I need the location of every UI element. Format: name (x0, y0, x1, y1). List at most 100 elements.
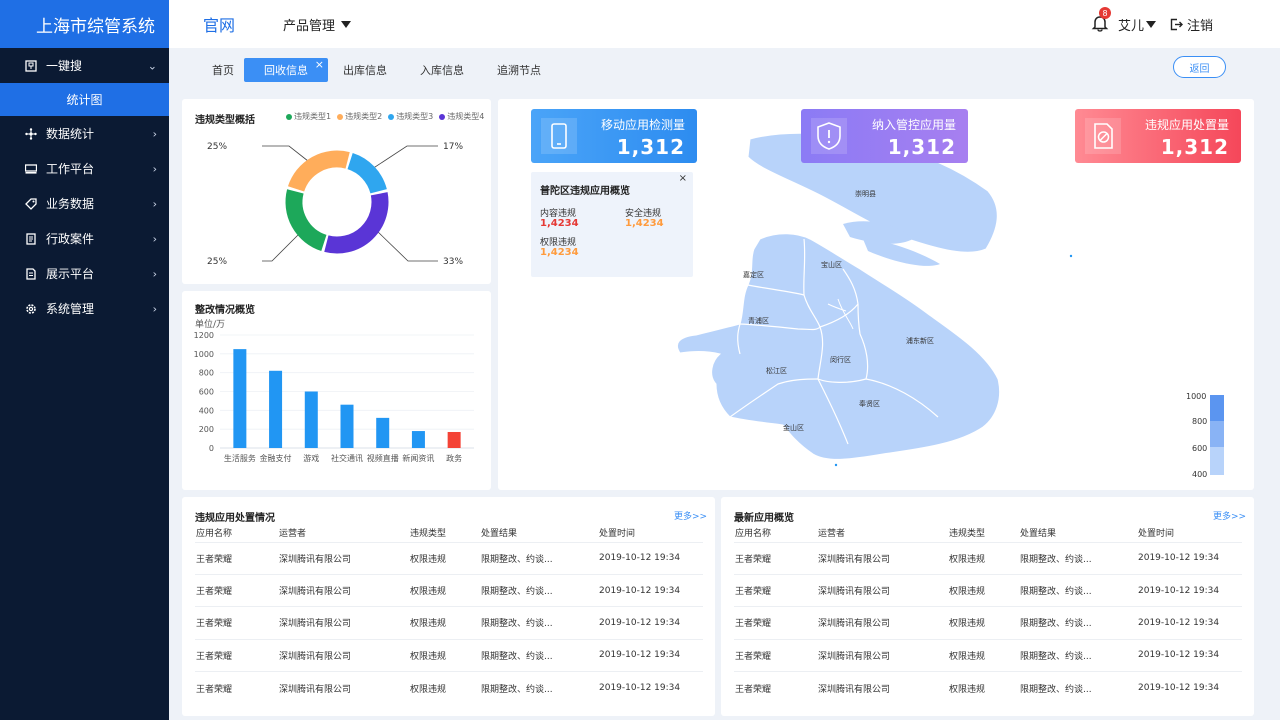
island-hengsha (863, 239, 940, 266)
donut-slice[interactable] (287, 150, 350, 192)
sidebar-item-statistics[interactable]: 数据统计 › (0, 116, 169, 151)
sidebar-item-workspace[interactable]: 工作平台 › (0, 151, 169, 186)
column-header: 运营者 (279, 529, 307, 540)
table-cell: 2019-10-12 19:34 (598, 541, 703, 575)
stat-card-handled[interactable]: 违规应用处置量 1,312 (1075, 109, 1241, 163)
y-tick-label: 0 (209, 444, 214, 453)
table-row[interactable]: 王者荣耀 深圳腾讯有限公司 权限违规 限期整改、约谈... 2019-10-12 19:… (195, 638, 703, 672)
table-row[interactable]: 王者荣耀 深圳腾讯有限公司 权限违规 限期整改、约谈... 2019-10-12 19:… (734, 606, 1242, 640)
tab-recycle-info[interactable]: 回收信息 × (244, 58, 328, 82)
table-row[interactable]: 王者荣耀 深圳腾讯有限公司 权限违规 限期整改、约谈... 2019-10-12 19:… (195, 606, 703, 640)
bar[interactable] (376, 417, 390, 448)
tab-inbound-info[interactable]: 入库信息 (420, 64, 464, 77)
column-header: 处置时间 (1138, 529, 1175, 540)
scale-label: 400 (1192, 470, 1207, 479)
caret-down-icon (1146, 21, 1157, 28)
sidebar-item-system[interactable]: 系统管理 › (0, 291, 169, 326)
bar[interactable] (340, 404, 354, 448)
gear-icon (24, 302, 38, 316)
column-header: 违规类型 (410, 529, 447, 540)
nodes-icon (24, 127, 38, 141)
tab-trace-nodes[interactable]: 追溯节点 (497, 64, 541, 77)
chevron-right-icon: › (152, 197, 157, 210)
latest-apps-table: 应用名称 运营者 违规类型 处置结果 处置时间 王者荣耀 深圳腾讯有限公司 权限违规 限期整改、… (734, 524, 1242, 704)
column-header: 处置结果 (1020, 529, 1057, 540)
popup-title: 普陀区违规应用概览 (540, 186, 630, 197)
table-row[interactable]: 王者荣耀 深圳腾讯有限公司 权限违规 限期整改、约谈... 2019-10-12 19:… (195, 541, 703, 575)
table-cell: 深圳腾讯有限公司 (817, 573, 948, 607)
bar[interactable] (269, 370, 283, 448)
card-title: 违规类型概括 (195, 115, 255, 126)
bar[interactable] (447, 431, 461, 448)
bar-chart: 0 200 400 600 800 1000 1200 生活服务 金融支付 游戏 社交通讯 视频直播新… (194, 331, 474, 463)
district-label: 金山区 (783, 423, 804, 432)
product-menu[interactable]: 产品管理 (283, 15, 352, 34)
table-cell: 权限违规 (409, 541, 480, 575)
table-cell: 限期整改、约谈... (480, 606, 598, 640)
stat-card-detected[interactable]: 移动应用检测量 1,312 (531, 109, 697, 163)
tab-outbound-info[interactable]: 出库信息 (343, 64, 387, 77)
more-link[interactable]: 更多>> (674, 512, 708, 522)
table-cell: 深圳腾讯有限公司 (817, 541, 948, 575)
bar[interactable] (304, 391, 318, 449)
table-cell: 深圳腾讯有限公司 (278, 638, 409, 672)
security-violation-value: 1,4234 (625, 218, 664, 229)
scale-label: 800 (1192, 417, 1207, 426)
table-cell: 2019-10-12 19:34 (1137, 671, 1242, 704)
table-row[interactable]: 王者荣耀 深圳腾讯有限公司 权限违规 限期整改、约谈... 2019-10-12 19:… (195, 573, 703, 607)
topbar: 官网 产品管理 8 艾儿 注销 (169, 0, 1280, 48)
bar[interactable] (411, 431, 425, 448)
close-icon[interactable]: × (314, 58, 324, 71)
stat-label: 移动应用检测量 (600, 118, 685, 132)
sidebar-item-cases[interactable]: 行政案件 › (0, 221, 169, 256)
table-cell: 2019-10-12 19:34 (598, 606, 703, 640)
more-link[interactable]: 更多>> (1213, 512, 1247, 522)
column-header: 处置结果 (481, 529, 518, 540)
pct-label: 25% (207, 257, 227, 267)
sidebar-item-search[interactable]: 一键搜 ⌄ (0, 48, 169, 83)
x-tick-label: 视频直播 (367, 453, 399, 463)
tab-home[interactable]: 首页 (212, 64, 234, 77)
leader-line (376, 230, 438, 262)
scale-segment (1210, 395, 1224, 421)
chevron-down-icon: ⌄ (147, 59, 157, 72)
table-row[interactable]: 王者荣耀 深圳腾讯有限公司 权限违规 限期整改、约谈... 2019-10-12 19:… (734, 541, 1242, 575)
chevron-right-icon: › (152, 302, 157, 315)
table-row[interactable]: 王者荣耀 深圳腾讯有限公司 权限违规 限期整改、约谈... 2019-10-12 19:… (734, 573, 1242, 607)
bar[interactable] (233, 349, 247, 448)
donut-slice[interactable] (347, 152, 387, 194)
table-cell: 王者荣耀 (734, 638, 817, 672)
close-icon[interactable]: × (678, 173, 687, 184)
district-label: 闵行区 (830, 355, 851, 364)
district-popup: 普陀区违规应用概览 × 内容违规 1,4234 安全违规 1,4234 权限违规… (531, 172, 693, 277)
table-cell: 王者荣耀 (195, 606, 278, 640)
product-menu-label: 产品管理 (283, 19, 336, 34)
donut-slice[interactable] (285, 189, 327, 252)
stat-label: 纳入管控应用量 (871, 118, 956, 132)
site-title[interactable]: 官网 (203, 16, 236, 35)
donut-slice[interactable] (324, 192, 389, 254)
column-header: 违规类型 (949, 529, 986, 540)
scale-label: 1000 (1186, 392, 1206, 401)
donut-chart: 25% 17% 25% 33% (207, 142, 463, 267)
table-row[interactable]: 王者荣耀 深圳腾讯有限公司 权限违规 限期整改、约谈... 2019-10-12 19:… (734, 638, 1242, 672)
sidebar-item-business-data[interactable]: 业务数据 › (0, 186, 169, 221)
table-cell: 深圳腾讯有限公司 (278, 541, 409, 575)
back-button[interactable]: 返回 (1173, 56, 1226, 78)
column-header: 应用名称 (196, 529, 233, 540)
x-tick-label: 金融支付 (260, 453, 292, 463)
card-title: 整改情况概览 (195, 305, 255, 316)
sidebar-subitem-chart[interactable]: 统计图 (0, 83, 169, 116)
district-label: 宝山区 (821, 260, 842, 269)
pct-label: 17% (443, 142, 463, 152)
table-cell: 王者荣耀 (195, 541, 278, 575)
table-cell: 限期整改、约谈... (1019, 606, 1137, 640)
table-row[interactable]: 王者荣耀 深圳腾讯有限公司 权限违规 限期整改、约谈... 2019-10-12 19:… (195, 671, 703, 704)
sidebar-item-display[interactable]: 展示平台 › (0, 256, 169, 291)
table-row[interactable]: 王者荣耀 深圳腾讯有限公司 权限违规 限期整改、约谈... 2019-10-12 19:… (734, 671, 1242, 704)
table-cell: 限期整改、约谈... (480, 671, 598, 704)
table-cell: 权限违规 (948, 671, 1019, 704)
user-menu[interactable]: 艾儿 (1118, 15, 1157, 34)
stat-card-controlled[interactable]: 纳入管控应用量 1,312 (801, 109, 968, 163)
logout-button[interactable]: 注销 (1170, 15, 1213, 34)
